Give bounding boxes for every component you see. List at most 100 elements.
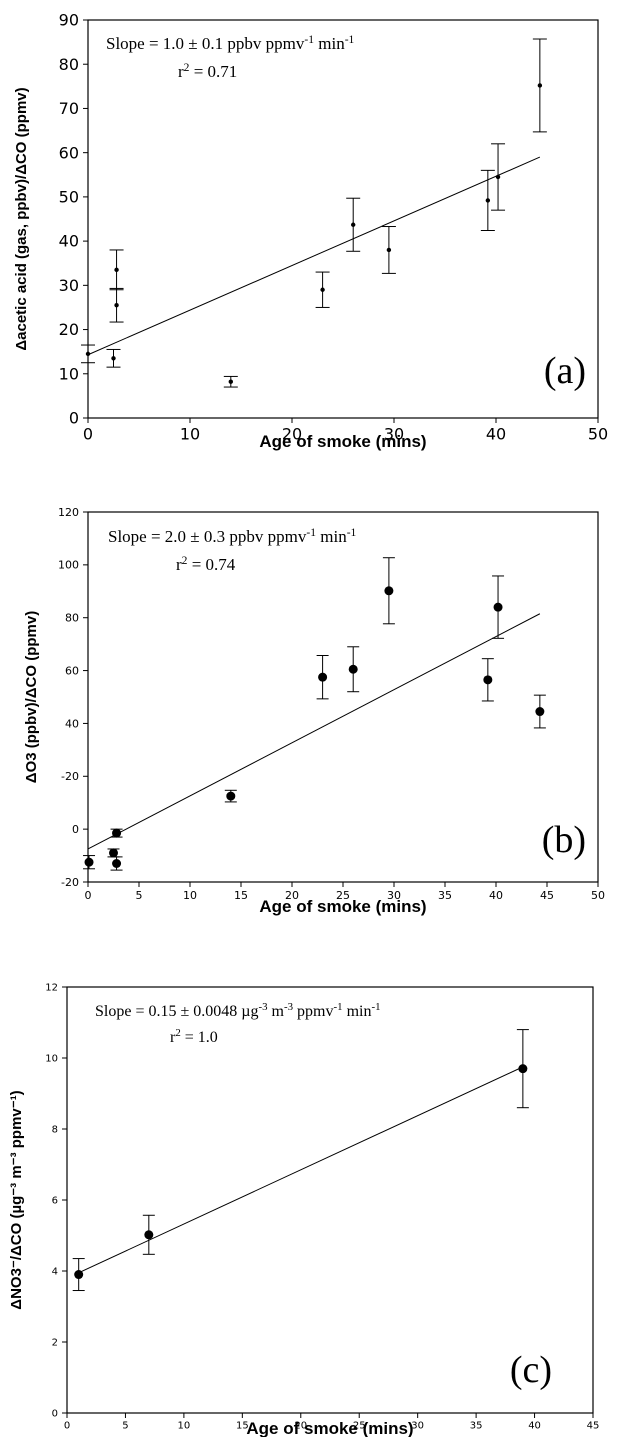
data-marker — [112, 859, 122, 868]
data-point — [72, 1258, 85, 1292]
x-tick-label: 40 — [486, 425, 506, 444]
data-marker — [485, 198, 491, 203]
x-tick-label: 40 — [489, 889, 503, 902]
y-tick-label: 40 — [65, 717, 79, 730]
y-tick-label: 90 — [59, 11, 79, 30]
y-tick-label: 60 — [65, 664, 79, 677]
data-point — [223, 375, 238, 388]
y-tick-label: 30 — [59, 276, 79, 295]
data-marker — [351, 222, 356, 227]
y-tick-label: 60 — [59, 143, 79, 162]
slope-text: Slope = 1.0 ± 0.1 ppbv ppmv — [106, 34, 305, 53]
y-axis-title: ΔO3 (ppbv)/ΔCO (ppmv) — [23, 611, 40, 783]
x-tick-label: 25 — [353, 1421, 366, 1432]
x-tick-label: 20 — [294, 1421, 307, 1432]
panel-label: (b) — [542, 819, 586, 861]
data-point — [315, 271, 330, 308]
x-axis-title: Age of smoke (mins) — [259, 897, 426, 916]
data-marker — [495, 174, 501, 180]
slope-annotation: Slope = 0.15 ± 0.0048 µg-3 m-3 ppmv-1 mi… — [95, 1001, 381, 1020]
data-point — [532, 38, 547, 133]
slope-text: min — [314, 34, 345, 53]
slope-annotation: Slope = 1.0 ± 0.1 ppbv ppmv-1 min-1 — [106, 33, 355, 54]
data-point — [346, 197, 361, 252]
data-marker — [384, 586, 394, 596]
x-tick-label: 50 — [588, 425, 608, 444]
data-point — [480, 169, 495, 231]
r2-superscript: 2 — [175, 1027, 180, 1039]
regression-line — [78, 1066, 524, 1274]
data-point — [381, 226, 396, 274]
plot-frame — [87, 511, 599, 883]
x-tick-label: 45 — [540, 889, 554, 902]
x-tick-label: 30 — [387, 889, 401, 902]
slope-superscript: -1 — [371, 1001, 380, 1013]
data-point — [109, 249, 124, 291]
data-marker — [537, 83, 543, 88]
r-squared-annotation: r2 = 0.74 — [176, 554, 236, 575]
x-tick-label: 10 — [180, 425, 200, 444]
y-tick-label: 50 — [59, 187, 79, 206]
slope-text: min — [343, 1003, 372, 1020]
y-tick-label: 0 — [72, 823, 79, 836]
y-tick-label: 10 — [45, 1054, 58, 1065]
data-marker — [318, 672, 328, 682]
x-tick-label: 0 — [64, 1421, 70, 1432]
x-axis-title: Age of smoke (mins) — [246, 1419, 413, 1437]
x-tick-label: 15 — [234, 889, 248, 902]
data-point — [492, 575, 505, 639]
r2-text: = 1.0 — [181, 1029, 218, 1046]
data-marker — [535, 707, 545, 717]
data-point — [491, 143, 506, 211]
y-tick-label: 0 — [52, 1409, 58, 1420]
slope-annotation: Slope = 2.0 ± 0.3 ppbv ppmv-1 min-1 — [108, 526, 357, 547]
plot-frame — [87, 19, 599, 419]
data-marker — [483, 675, 493, 685]
r2-superscript: 2 — [184, 61, 190, 74]
data-point — [481, 658, 494, 702]
y-tick-label: 4 — [52, 1267, 58, 1278]
y-tick-label: -20 — [61, 770, 79, 783]
slope-superscript: -3 — [258, 1001, 268, 1013]
slope-text: min — [316, 527, 347, 546]
data-point — [316, 655, 329, 700]
data-point — [81, 344, 95, 364]
r2-text: = 0.71 — [189, 62, 237, 81]
data-marker — [114, 267, 119, 273]
data-marker — [144, 1230, 154, 1240]
r2-text: = 0.74 — [187, 555, 235, 574]
x-tick-label: 45 — [587, 1421, 600, 1432]
slope-superscript: -1 — [347, 526, 357, 539]
data-marker — [320, 287, 325, 292]
data-marker — [114, 303, 119, 308]
chart-panel-c: 0 5 10 15 20 25 30 35 40 45 0 2 4 6 8 10 12 Age of smoke … — [8, 983, 599, 1437]
data-point — [224, 789, 237, 803]
data-marker — [112, 828, 122, 838]
r2-text: r — [176, 555, 182, 574]
data-marker — [348, 664, 358, 674]
x-tick-label: 30 — [411, 1421, 424, 1432]
data-marker — [84, 857, 94, 867]
slope-text: Slope = 0.15 ± 0.0048 µg — [95, 1003, 258, 1020]
r2-text: r — [178, 62, 184, 81]
y-axis-title: Δacetic acid (gas, ppbv)/ΔCO (ppmv) — [13, 87, 30, 350]
x-tick-label: 10 — [183, 889, 197, 902]
x-tick-label: 30 — [384, 425, 404, 444]
slope-text: Slope = 2.0 ± 0.3 ppbv ppmv — [108, 527, 307, 546]
x-tick-label: 35 — [470, 1421, 483, 1432]
r2-text: r — [170, 1029, 176, 1046]
slope-superscript: -1 — [345, 33, 355, 46]
slope-text: m — [268, 1003, 285, 1020]
x-axis-title: Age of smoke (mins) — [259, 432, 426, 451]
x-tick-label: 0 — [83, 425, 93, 444]
data-point — [107, 848, 120, 858]
data-marker — [85, 351, 91, 357]
data-point — [382, 557, 395, 625]
x-tick-label: 25 — [336, 889, 350, 902]
y-tick-label: 100 — [58, 559, 79, 572]
x-tick-label: 5 — [136, 889, 143, 902]
y-tick-label: 6 — [52, 1196, 58, 1207]
x-tick-label: 10 — [178, 1421, 191, 1432]
data-point — [347, 646, 360, 693]
